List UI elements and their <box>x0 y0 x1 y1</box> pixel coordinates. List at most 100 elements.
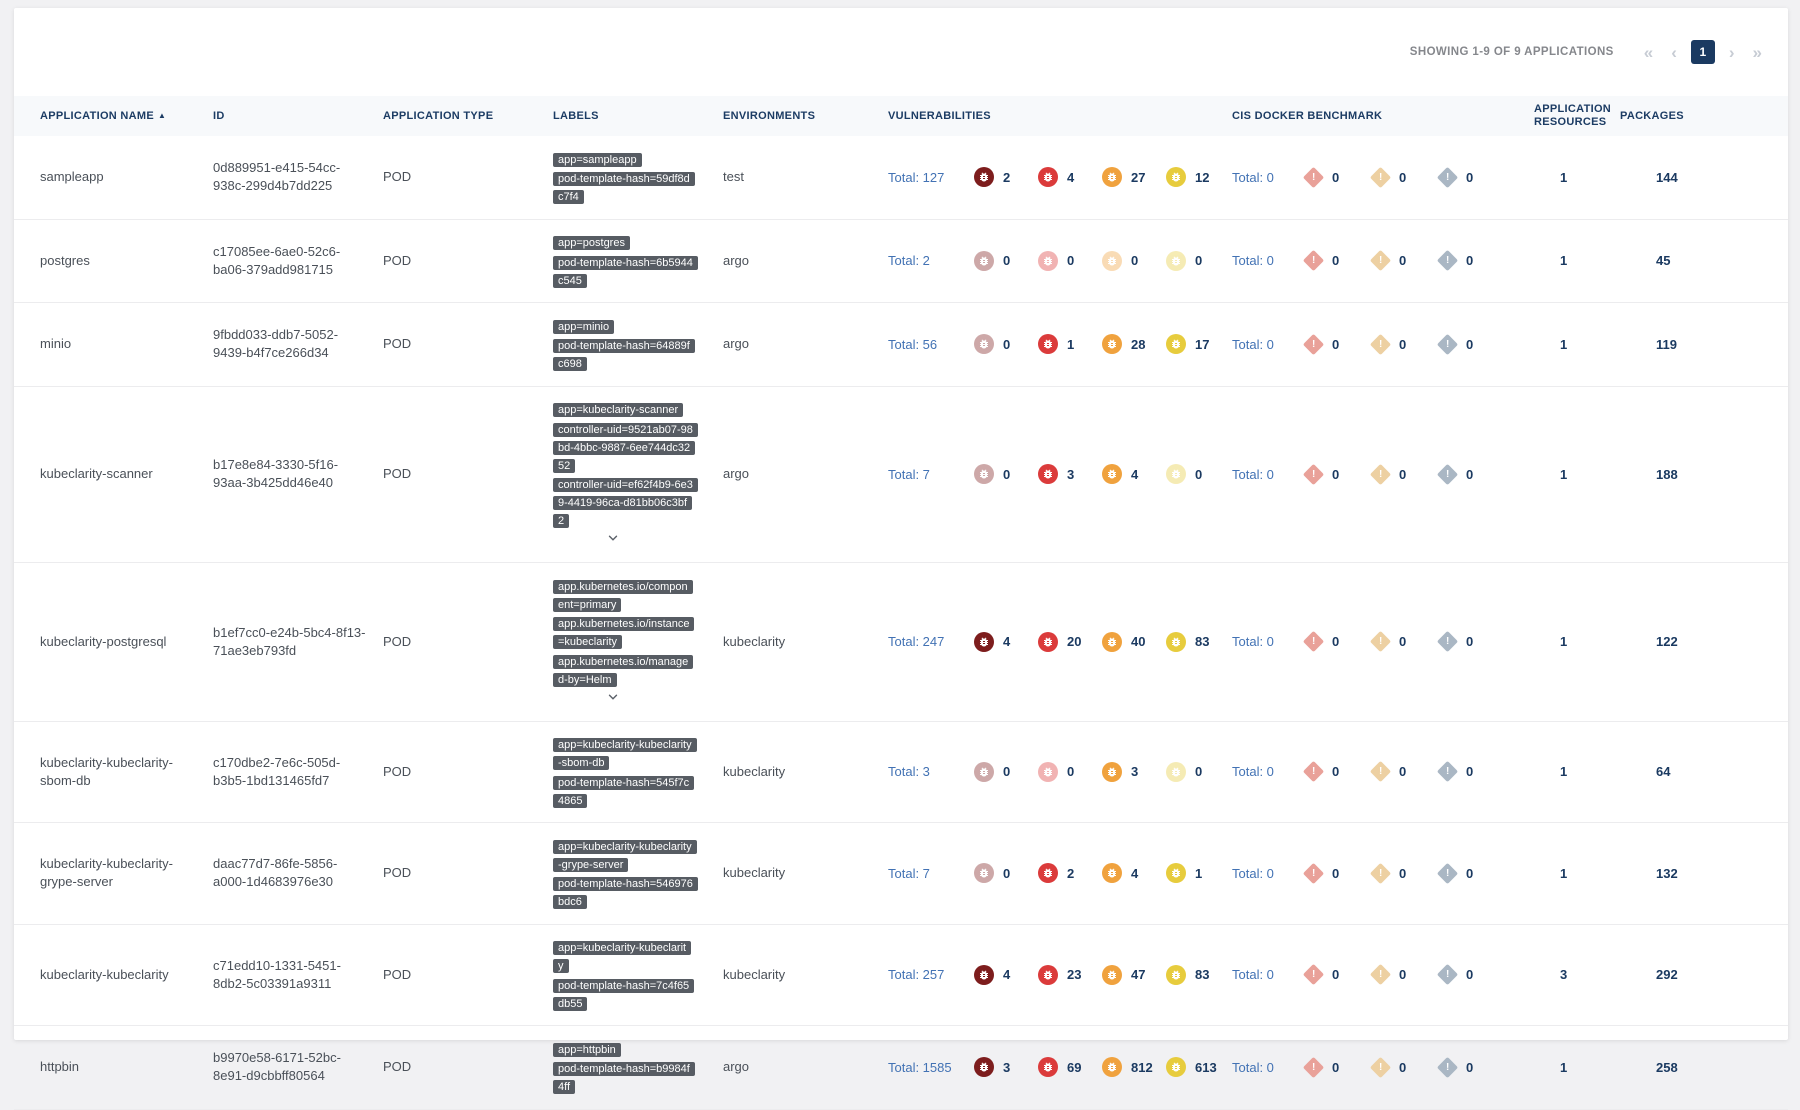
critical-bug-icon <box>974 250 994 271</box>
low-bug-icon <box>1166 464 1186 485</box>
critical-bug-icon <box>974 167 994 188</box>
column-header-application-resources[interactable]: APPLICATION RESOURCES <box>1534 103 1612 128</box>
column-header-packages[interactable]: PACKAGES <box>1620 109 1684 122</box>
vulnerabilities-total-link[interactable]: Total: 257 <box>888 967 945 983</box>
critical-bug-icon <box>974 761 994 782</box>
cis-total-link[interactable]: Total: 0 <box>1232 967 1274 983</box>
vulnerabilities-total-link[interactable]: Total: 1585 <box>888 1059 952 1075</box>
cis-total-link[interactable]: Total: 0 <box>1232 1059 1274 1075</box>
application-type: POD <box>383 966 412 982</box>
column-header-application-type[interactable]: APPLICATION TYPE <box>383 109 494 122</box>
table-row[interactable]: minio 9fbdd033-ddb7-5052-9439-b4f7ce266d… <box>14 303 1788 387</box>
cis-total-link[interactable]: Total: 0 <box>1232 634 1274 650</box>
cis-info-diamond-alert-icon: ! <box>1436 250 1459 272</box>
column-header-id[interactable]: ID <box>213 109 225 122</box>
critical-bug-icon <box>974 464 994 485</box>
cis-benchmark-cell: Total: 0 ! 0! 0! 0 <box>1232 250 1534 272</box>
cis-fatal-badge: ! 0 <box>1302 166 1371 188</box>
results-summary: SHOWING 1-9 OF 9 APPLICATIONS <box>1409 46 1614 58</box>
application-name: minio <box>40 336 72 352</box>
cis-total-link[interactable]: Total: 0 <box>1232 466 1274 482</box>
medium-bug-icon <box>1102 631 1122 652</box>
column-header-vulnerabilities[interactable]: VULNERABILITIES <box>888 109 991 122</box>
cis-total-link[interactable]: Total: 0 <box>1232 169 1274 185</box>
first-page-icon[interactable]: « <box>1643 42 1654 62</box>
cis-benchmark-cell: Total: 0 ! 0! 0! 0 <box>1232 166 1534 188</box>
critical-bug-icon <box>974 631 994 652</box>
cis-info-diamond-alert-icon: ! <box>1436 166 1459 188</box>
column-header-application-name[interactable]: APPLICATION NAME ▲ <box>40 110 167 122</box>
application-type: POD <box>383 466 412 482</box>
table-row[interactable]: sampleapp 0d889951-e415-54cc-938c-299d4b… <box>14 136 1788 220</box>
cis-warn-diamond-alert-icon: ! <box>1369 166 1392 188</box>
packages-count-link[interactable]: 119 <box>1656 336 1677 352</box>
table-row[interactable]: kubeclarity-kubeclarity-sbom-db c170dbe2… <box>14 722 1788 823</box>
packages-count-link[interactable]: 132 <box>1656 865 1678 881</box>
cis-benchmark-cell: Total: 0 ! 0! 0! 0 <box>1232 964 1534 986</box>
label-chip: app=postgres <box>553 236 630 250</box>
cis-total-link[interactable]: Total: 0 <box>1232 336 1274 352</box>
application-resources-count: 1 <box>1560 336 1568 352</box>
labels-expand-chevron-down-icon[interactable] <box>553 690 673 709</box>
cis-fatal-badge: ! 0 <box>1302 333 1371 355</box>
cis-fatal-badge: ! 0 <box>1302 631 1371 653</box>
vulnerabilities-total-link[interactable]: Total: 127 <box>888 169 945 185</box>
vulnerabilities-total-link[interactable]: Total: 2 <box>888 253 930 269</box>
packages-count-link[interactable]: 45 <box>1656 253 1671 269</box>
medium-vulnerability-badge: 40 <box>1102 631 1166 652</box>
cis-warn-badge: ! 0 <box>1369 964 1438 986</box>
table-row[interactable]: kubeclarity-scanner b17e8e84-3330-5f16-9… <box>14 387 1788 563</box>
table-row[interactable]: kubeclarity-kubeclarity-grype-server daa… <box>14 823 1788 925</box>
packages-count-link[interactable]: 258 <box>1656 1059 1678 1075</box>
vulnerabilities-total-link[interactable]: Total: 3 <box>888 764 930 780</box>
application-id: 0d889951-e415-54cc-938c-299d4b7dd225 <box>213 160 341 194</box>
prev-page-icon[interactable]: ‹ <box>1671 42 1677 62</box>
column-header-environments[interactable]: ENVIRONMENTS <box>723 109 816 122</box>
low-vulnerability-badge: 0 <box>1166 250 1230 271</box>
packages-count-link[interactable]: 144 <box>1656 169 1678 185</box>
packages-count-link[interactable]: 292 <box>1656 967 1678 983</box>
application-resources-count: 1 <box>1560 253 1568 269</box>
cis-warn-badge: ! 0 <box>1369 333 1438 355</box>
table-row[interactable]: kubeclarity-postgresql b1ef7cc0-e24b-5bc… <box>14 563 1788 722</box>
high-vulnerability-badge: 20 <box>1038 631 1102 652</box>
critical-vulnerability-badge: 4 <box>974 964 1038 985</box>
table-row[interactable]: httpbin b9970e58-6171-52bc-8e91-d9cbbff8… <box>14 1026 1788 1110</box>
pager: « ‹ 1 › » <box>1640 40 1766 64</box>
environments: argo <box>723 466 750 482</box>
application-type: POD <box>383 169 412 185</box>
high-bug-icon <box>1038 631 1058 652</box>
vulnerabilities-total-link[interactable]: Total: 7 <box>888 466 930 482</box>
packages-count-link[interactable]: 122 <box>1656 634 1678 650</box>
application-name: sampleapp <box>40 169 104 185</box>
current-page-button[interactable]: 1 <box>1690 40 1715 64</box>
packages-count-link[interactable]: 64 <box>1656 764 1671 780</box>
cis-total-link[interactable]: Total: 0 <box>1232 865 1274 881</box>
vulnerabilities-total-link[interactable]: Total: 7 <box>888 865 930 881</box>
cis-benchmark-cell: Total: 0 ! 0! 0! 0 <box>1232 862 1534 884</box>
next-page-icon[interactable]: › <box>1728 42 1735 62</box>
labels-list: app=kubeclarity-kubeclarity pod-template-… <box>553 938 695 1012</box>
vulnerabilities-total-link[interactable]: Total: 56 <box>888 336 938 352</box>
cis-fatal-diamond-alert-icon: ! <box>1302 761 1325 783</box>
cis-info-diamond-alert-icon: ! <box>1436 631 1459 653</box>
label-chip: pod-template-hash=b9984f4ff <box>553 1062 695 1094</box>
table-row[interactable]: kubeclarity-kubeclarity c71edd10-1331-54… <box>14 925 1788 1026</box>
column-header-labels[interactable]: LABELS <box>553 109 599 122</box>
column-header-cis-docker-benchmark[interactable]: CIS DOCKER BENCHMARK <box>1232 109 1383 122</box>
application-type: POD <box>383 252 412 268</box>
last-page-icon[interactable]: » <box>1752 42 1762 62</box>
cis-info-badge: ! 0 <box>1436 631 1505 653</box>
packages-count-link[interactable]: 188 <box>1656 466 1678 482</box>
cis-warn-diamond-alert-icon: ! <box>1369 761 1392 783</box>
vulnerabilities-total-link[interactable]: Total: 247 <box>888 634 945 650</box>
cis-total-link[interactable]: Total: 0 <box>1232 253 1274 269</box>
cis-warn-badge: ! 0 <box>1369 463 1438 485</box>
cis-fatal-badge: ! 0 <box>1302 964 1371 986</box>
table-row[interactable]: postgres c17085ee-6ae0-52c6-ba06-379add9… <box>14 220 1788 303</box>
cis-total-link[interactable]: Total: 0 <box>1232 764 1274 780</box>
high-bug-icon <box>1038 334 1058 355</box>
labels-expand-chevron-down-icon[interactable] <box>553 531 673 550</box>
cis-info-badge: ! 0 <box>1436 761 1505 783</box>
